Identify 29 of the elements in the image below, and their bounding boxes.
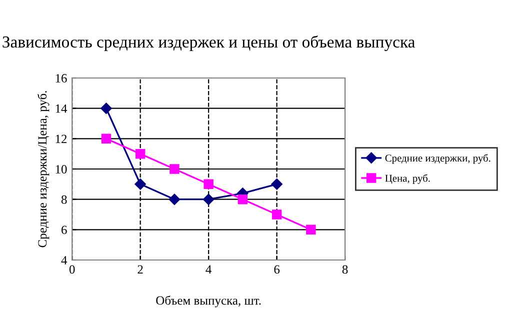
point — [272, 210, 282, 220]
y-axis-title: Средние издержки/Цена, руб. — [38, 91, 50, 248]
y-tick-label: 14 — [56, 104, 68, 113]
point — [100, 102, 112, 114]
point — [168, 194, 180, 205]
legend-label: Цена, руб. — [385, 174, 430, 184]
y-tick-label: 16 — [56, 74, 67, 82]
point — [134, 178, 146, 190]
y-tick-label: 8 — [61, 195, 67, 204]
point — [202, 194, 214, 205]
x-tick-label: 4 — [206, 265, 212, 274]
x-tick-label: 2 — [138, 265, 143, 274]
x-tick-label: 6 — [274, 265, 280, 274]
y-tick-label: 12 — [56, 134, 67, 144]
chart-title: Зависимость средних издержек и цены от объема выпуска — [2, 36, 415, 52]
y-tick-label: 4 — [61, 256, 68, 264]
y-tick-label: 6 — [62, 226, 67, 234]
point — [238, 194, 248, 204]
point — [101, 134, 112, 144]
point — [204, 179, 214, 190]
x-tick-label: 8 — [342, 265, 348, 274]
point — [170, 164, 180, 174]
x-axis-title: Объем выпуска, шт. — [156, 296, 261, 308]
x-tick-label: 0 — [69, 265, 75, 274]
point — [271, 178, 282, 190]
point — [135, 148, 146, 159]
y-tick-label: 10 — [56, 165, 67, 174]
legend-label: Средние издержки, руб. — [385, 154, 490, 164]
point — [306, 224, 316, 235]
